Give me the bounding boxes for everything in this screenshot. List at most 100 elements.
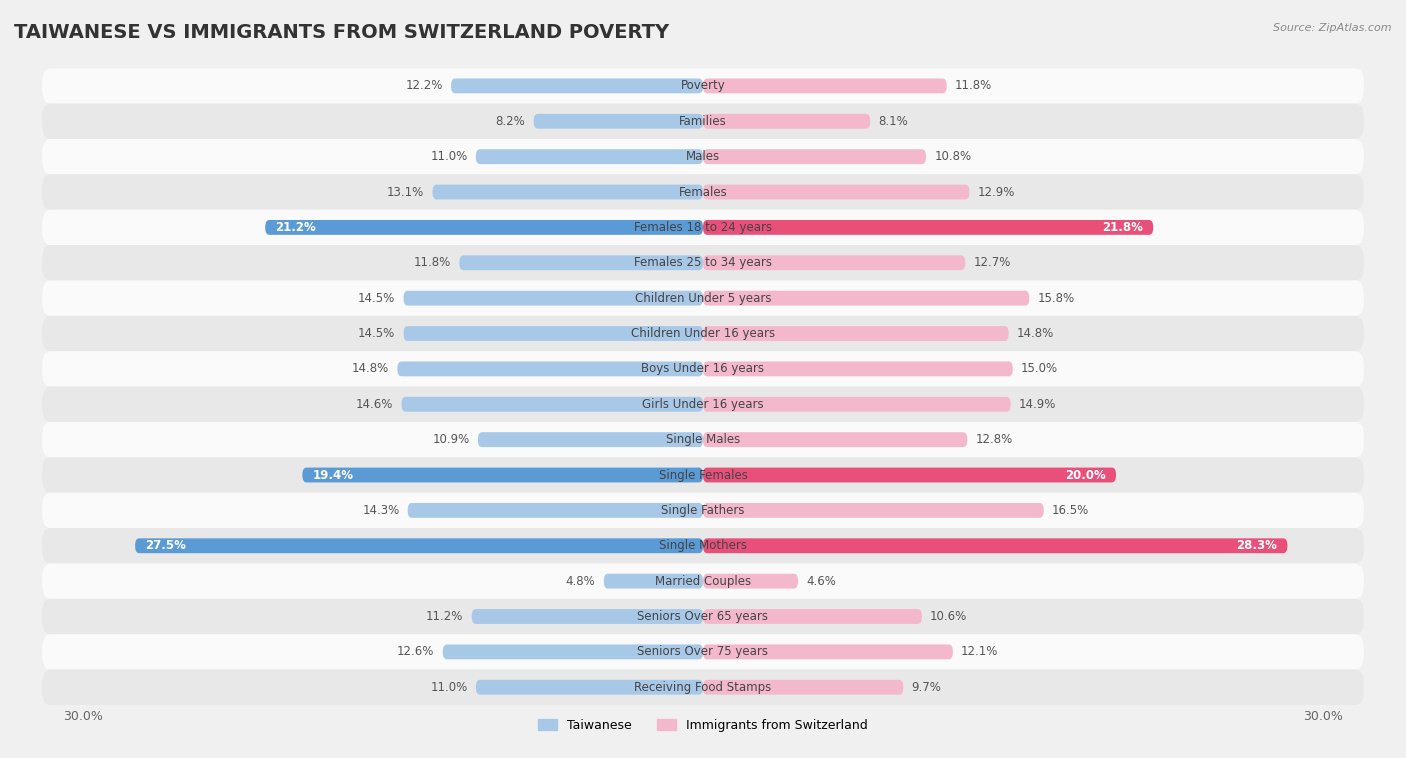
Text: Children Under 5 years: Children Under 5 years [634, 292, 772, 305]
Text: Married Couples: Married Couples [655, 575, 751, 587]
FancyBboxPatch shape [443, 644, 703, 659]
Text: 8.1%: 8.1% [879, 114, 908, 128]
FancyBboxPatch shape [703, 291, 1029, 305]
Text: Males: Males [686, 150, 720, 163]
FancyBboxPatch shape [703, 574, 799, 588]
FancyBboxPatch shape [703, 185, 969, 199]
FancyBboxPatch shape [42, 563, 1364, 599]
Text: 20.0%: 20.0% [1064, 468, 1105, 481]
FancyBboxPatch shape [703, 680, 903, 694]
Text: Females 25 to 34 years: Females 25 to 34 years [634, 256, 772, 269]
FancyBboxPatch shape [135, 538, 703, 553]
FancyBboxPatch shape [42, 245, 1364, 280]
Text: 11.8%: 11.8% [413, 256, 451, 269]
FancyBboxPatch shape [703, 468, 1116, 482]
Text: Receiving Food Stamps: Receiving Food Stamps [634, 681, 772, 694]
FancyBboxPatch shape [42, 68, 1364, 104]
FancyBboxPatch shape [42, 104, 1364, 139]
FancyBboxPatch shape [42, 174, 1364, 210]
Text: 8.2%: 8.2% [496, 114, 526, 128]
FancyBboxPatch shape [475, 680, 703, 694]
Text: 11.0%: 11.0% [430, 150, 468, 163]
FancyBboxPatch shape [703, 114, 870, 129]
Text: 11.8%: 11.8% [955, 80, 993, 92]
FancyBboxPatch shape [302, 468, 703, 482]
Text: 14.9%: 14.9% [1019, 398, 1056, 411]
FancyBboxPatch shape [703, 538, 1288, 553]
FancyBboxPatch shape [534, 114, 703, 129]
FancyBboxPatch shape [42, 387, 1364, 422]
FancyBboxPatch shape [703, 362, 1012, 376]
Text: Single Fathers: Single Fathers [661, 504, 745, 517]
FancyBboxPatch shape [471, 609, 703, 624]
FancyBboxPatch shape [703, 432, 967, 447]
Text: Children Under 16 years: Children Under 16 years [631, 327, 775, 340]
FancyBboxPatch shape [703, 255, 966, 270]
FancyBboxPatch shape [460, 255, 703, 270]
FancyBboxPatch shape [404, 326, 703, 341]
FancyBboxPatch shape [42, 139, 1364, 174]
FancyBboxPatch shape [703, 220, 1153, 235]
Text: 15.0%: 15.0% [1021, 362, 1059, 375]
Text: Females 18 to 24 years: Females 18 to 24 years [634, 221, 772, 234]
Text: Seniors Over 75 years: Seniors Over 75 years [637, 645, 769, 659]
Text: TAIWANESE VS IMMIGRANTS FROM SWITZERLAND POVERTY: TAIWANESE VS IMMIGRANTS FROM SWITZERLAND… [14, 23, 669, 42]
Text: 12.2%: 12.2% [405, 80, 443, 92]
Text: 14.6%: 14.6% [356, 398, 394, 411]
Text: 12.1%: 12.1% [962, 645, 998, 659]
FancyBboxPatch shape [475, 149, 703, 164]
Text: Seniors Over 65 years: Seniors Over 65 years [637, 610, 769, 623]
Text: Single Males: Single Males [666, 433, 740, 446]
Text: 4.6%: 4.6% [806, 575, 837, 587]
FancyBboxPatch shape [703, 326, 1008, 341]
FancyBboxPatch shape [451, 79, 703, 93]
FancyBboxPatch shape [42, 528, 1364, 563]
Text: 4.8%: 4.8% [565, 575, 596, 587]
Text: 21.2%: 21.2% [276, 221, 316, 234]
Text: 12.8%: 12.8% [976, 433, 1012, 446]
Text: 9.7%: 9.7% [911, 681, 942, 694]
FancyBboxPatch shape [266, 220, 703, 235]
Text: Poverty: Poverty [681, 80, 725, 92]
Text: 14.8%: 14.8% [1017, 327, 1054, 340]
Text: 28.3%: 28.3% [1236, 539, 1277, 553]
FancyBboxPatch shape [402, 397, 703, 412]
Text: 10.6%: 10.6% [931, 610, 967, 623]
Text: Boys Under 16 years: Boys Under 16 years [641, 362, 765, 375]
Text: 14.8%: 14.8% [352, 362, 389, 375]
FancyBboxPatch shape [703, 397, 1011, 412]
FancyBboxPatch shape [404, 291, 703, 305]
Text: 21.8%: 21.8% [1102, 221, 1143, 234]
FancyBboxPatch shape [605, 574, 703, 588]
FancyBboxPatch shape [398, 362, 703, 376]
Text: Girls Under 16 years: Girls Under 16 years [643, 398, 763, 411]
Text: 27.5%: 27.5% [145, 539, 187, 553]
FancyBboxPatch shape [42, 669, 1364, 705]
Text: Females: Females [679, 186, 727, 199]
FancyBboxPatch shape [433, 185, 703, 199]
Text: 15.8%: 15.8% [1038, 292, 1074, 305]
FancyBboxPatch shape [42, 599, 1364, 634]
Text: 14.5%: 14.5% [359, 327, 395, 340]
Text: 19.4%: 19.4% [312, 468, 354, 481]
Text: 16.5%: 16.5% [1052, 504, 1090, 517]
Legend: Taiwanese, Immigrants from Switzerland: Taiwanese, Immigrants from Switzerland [533, 714, 873, 737]
FancyBboxPatch shape [703, 609, 922, 624]
FancyBboxPatch shape [703, 644, 953, 659]
FancyBboxPatch shape [42, 351, 1364, 387]
FancyBboxPatch shape [703, 79, 946, 93]
Text: 12.6%: 12.6% [396, 645, 434, 659]
FancyBboxPatch shape [42, 493, 1364, 528]
FancyBboxPatch shape [703, 503, 1043, 518]
Text: 14.5%: 14.5% [359, 292, 395, 305]
FancyBboxPatch shape [42, 280, 1364, 316]
FancyBboxPatch shape [42, 210, 1364, 245]
FancyBboxPatch shape [42, 422, 1364, 457]
FancyBboxPatch shape [42, 316, 1364, 351]
Text: Source: ZipAtlas.com: Source: ZipAtlas.com [1274, 23, 1392, 33]
FancyBboxPatch shape [408, 503, 703, 518]
Text: Single Mothers: Single Mothers [659, 539, 747, 553]
Text: 11.0%: 11.0% [430, 681, 468, 694]
Text: 12.7%: 12.7% [973, 256, 1011, 269]
FancyBboxPatch shape [42, 457, 1364, 493]
